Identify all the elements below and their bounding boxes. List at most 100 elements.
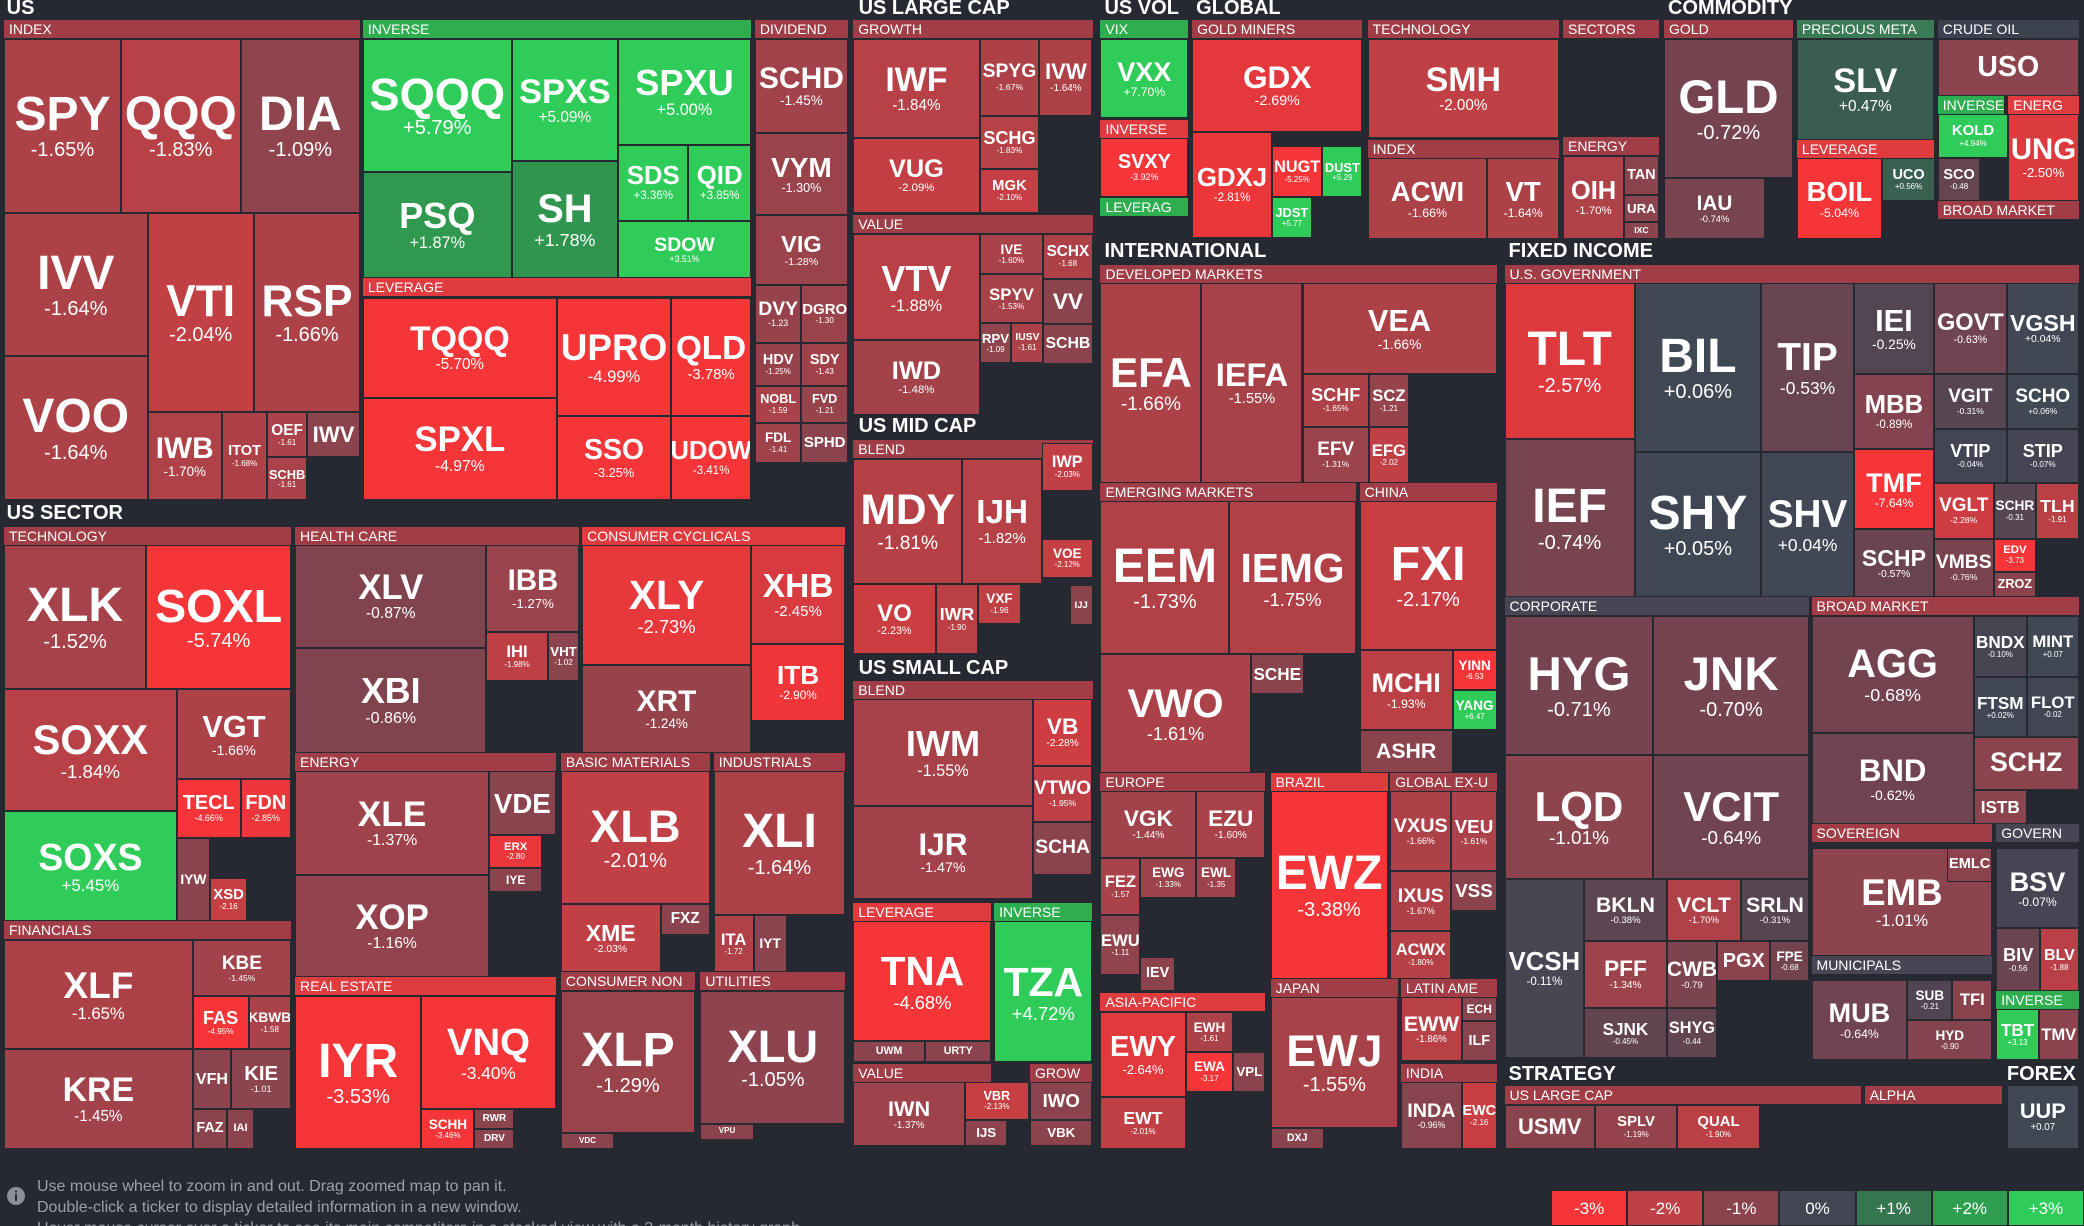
- etf-tile[interactable]: IJH -1.82%: [962, 458, 1042, 584]
- etf-tile[interactable]: SCHH -3.46%: [421, 1108, 475, 1149]
- etf-tile[interactable]: FAS -4.95%: [192, 995, 249, 1050]
- etf-tile[interactable]: EEM -1.73%: [1100, 501, 1230, 655]
- etf-tile[interactable]: PSQ +1.87%: [362, 171, 512, 278]
- etf-tile[interactable]: XLY -2.73%: [582, 545, 751, 665]
- etf-tile[interactable]: EWC -2.16: [1461, 1082, 1497, 1149]
- etf-tile[interactable]: VXX +7.70%: [1100, 38, 1189, 119]
- etf-tile[interactable]: RWR: [474, 1108, 515, 1129]
- etf-tile[interactable]: EWT -2.01%: [1100, 1097, 1186, 1149]
- etf-tile[interactable]: EWG -1.33%: [1140, 857, 1197, 898]
- etf-tile[interactable]: IXC: [1624, 222, 1659, 240]
- etf-tile[interactable]: IJJ: [1069, 585, 1093, 625]
- etf-tile[interactable]: VB -2.28%: [1032, 699, 1093, 766]
- etf-tile[interactable]: VHT -1.02: [547, 631, 580, 681]
- etf-tile[interactable]: FXZ: [660, 904, 710, 935]
- etf-tile[interactable]: SPYV -1.53%: [979, 273, 1044, 324]
- etf-tile[interactable]: VBK: [1030, 1119, 1093, 1147]
- etf-tile[interactable]: IWD -1.48%: [853, 340, 980, 415]
- etf-tile[interactable]: EFA -1.66%: [1100, 283, 1202, 483]
- etf-tile[interactable]: YINN -6.53: [1452, 650, 1497, 691]
- etf-tile[interactable]: EDV -3.73: [1993, 538, 2037, 572]
- etf-tile[interactable]: URTY: [925, 1041, 992, 1063]
- etf-tile[interactable]: EFV -1.31%: [1302, 426, 1369, 483]
- etf-tile[interactable]: CWB -0.79: [1666, 941, 1718, 1008]
- etf-tile[interactable]: ITB -2.90%: [750, 643, 846, 721]
- etf-tile[interactable]: VBR -2.13%: [964, 1082, 1029, 1120]
- etf-tile[interactable]: UPRO -4.99%: [556, 297, 672, 417]
- etf-tile[interactable]: TFI: [1952, 980, 1993, 1020]
- etf-tile[interactable]: KBWB -1.58: [248, 995, 292, 1050]
- etf-tile[interactable]: VT -1.64%: [1487, 158, 1559, 240]
- etf-tile[interactable]: TBT +3.13: [1996, 1009, 2039, 1060]
- etf-tile[interactable]: UDOW -3.41%: [671, 416, 751, 500]
- etf-tile[interactable]: IEF -0.74%: [1504, 438, 1635, 598]
- etf-tile[interactable]: SCHX -1.68: [1043, 234, 1093, 280]
- etf-tile[interactable]: VTWO -1.95%: [1032, 765, 1093, 822]
- etf-tile[interactable]: EWW -1.86%: [1400, 997, 1462, 1062]
- etf-tile[interactable]: IEI -0.25%: [1854, 283, 1934, 374]
- etf-tile[interactable]: VFH: [192, 1049, 232, 1109]
- etf-tile[interactable]: EWA -3.17: [1185, 1051, 1234, 1092]
- etf-tile[interactable]: IWM -1.55%: [853, 699, 1033, 806]
- etf-tile[interactable]: XME -2.03%: [560, 904, 661, 973]
- etf-tile[interactable]: SJNK -0.45%: [1584, 1007, 1667, 1059]
- etf-tile[interactable]: SSO -3.25%: [556, 416, 672, 500]
- etf-tile[interactable]: SCHB: [1043, 324, 1093, 365]
- etf-tile[interactable]: IAI: [227, 1108, 254, 1149]
- etf-tile[interactable]: MCHI -1.93%: [1359, 650, 1453, 730]
- etf-tile[interactable]: ACWI -1.66%: [1367, 158, 1488, 240]
- etf-tile[interactable]: XSD -2.16: [209, 877, 248, 922]
- etf-tile[interactable]: DRV: [474, 1128, 515, 1149]
- etf-tile[interactable]: ERX -2.80: [489, 835, 543, 869]
- etf-tile[interactable]: SHY +0.05%: [1634, 452, 1762, 598]
- etf-tile[interactable]: GDXJ -2.81%: [1192, 131, 1272, 239]
- etf-tile[interactable]: BKLN -0.38%: [1584, 878, 1667, 942]
- etf-tile[interactable]: OIH -1.70%: [1563, 155, 1625, 240]
- etf-tile[interactable]: VGK -1.44%: [1100, 791, 1197, 858]
- etf-tile[interactable]: VUG -2.09%: [853, 138, 980, 213]
- etf-tile[interactable]: EWL -1.35: [1196, 857, 1237, 898]
- etf-tile[interactable]: DUST +5.29: [1322, 146, 1363, 197]
- etf-tile[interactable]: VSS: [1451, 870, 1497, 911]
- etf-tile[interactable]: TLH -1.91: [2036, 482, 2079, 539]
- etf-tile[interactable]: IJR -1.47%: [853, 805, 1033, 899]
- etf-tile[interactable]: DVY -1.23: [754, 284, 802, 344]
- etf-tile[interactable]: IBB -1.27%: [486, 545, 580, 632]
- etf-tile[interactable]: EWH -1.61: [1185, 1011, 1234, 1052]
- etf-tile[interactable]: IUSV -1.61: [1011, 323, 1044, 363]
- etf-tile[interactable]: SVXY -3.92%: [1100, 138, 1189, 197]
- etf-tile[interactable]: SQQQ +5.79%: [362, 38, 512, 172]
- etf-tile[interactable]: EZU -1.60%: [1196, 791, 1266, 858]
- etf-tile[interactable]: VPU: [700, 1123, 754, 1140]
- etf-tile[interactable]: STIP -0.07%: [2006, 429, 2079, 483]
- etf-tile[interactable]: EWU -1.11: [1100, 914, 1141, 975]
- etf-tile[interactable]: VOO -1.64%: [3, 356, 148, 500]
- etf-tile[interactable]: TMF -7.64%: [1854, 449, 1934, 530]
- etf-tile[interactable]: IVV -1.64%: [3, 212, 148, 357]
- etf-tile[interactable]: INDA -0.96%: [1400, 1082, 1462, 1149]
- etf-tile[interactable]: SOXX -1.84%: [3, 688, 177, 812]
- etf-tile[interactable]: VDC: [560, 1132, 615, 1149]
- etf-tile[interactable]: SHYG -0.44: [1666, 1007, 1718, 1059]
- etf-tile[interactable]: VGSH +0.04%: [2006, 283, 2079, 374]
- etf-tile[interactable]: RPV -1.09: [979, 323, 1012, 363]
- etf-tile[interactable]: VO -2.23%: [853, 583, 936, 655]
- etf-tile[interactable]: SCHZ: [1973, 736, 2079, 790]
- etf-tile[interactable]: BOIL -5.04%: [1796, 158, 1882, 240]
- etf-tile[interactable]: UUP +0.07: [2006, 1085, 2079, 1149]
- etf-tile[interactable]: IEMG -1.75%: [1229, 501, 1356, 655]
- etf-tile[interactable]: TECL -4.66%: [176, 779, 241, 838]
- etf-tile[interactable]: SPYG -1.67%: [979, 38, 1040, 116]
- etf-tile[interactable]: TLT -2.57%: [1504, 283, 1635, 439]
- etf-tile[interactable]: KIE -1.01: [231, 1049, 292, 1109]
- etf-tile[interactable]: XLB -2.01%: [560, 771, 710, 905]
- etf-tile[interactable]: TIP -0.53%: [1761, 283, 1855, 453]
- etf-tile[interactable]: VGT -1.66%: [176, 688, 292, 780]
- etf-tile[interactable]: VOE -2.12%: [1042, 538, 1093, 579]
- etf-tile[interactable]: XBI -0.86%: [295, 647, 487, 753]
- etf-tile[interactable]: MGK -2.10%: [979, 168, 1040, 213]
- etf-tile[interactable]: BND -0.62%: [1811, 732, 1974, 825]
- etf-tile[interactable]: SPY -1.65%: [3, 38, 121, 213]
- etf-tile[interactable]: SRLN -0.31%: [1741, 878, 1809, 942]
- etf-tile[interactable]: XLI -1.64%: [713, 771, 846, 915]
